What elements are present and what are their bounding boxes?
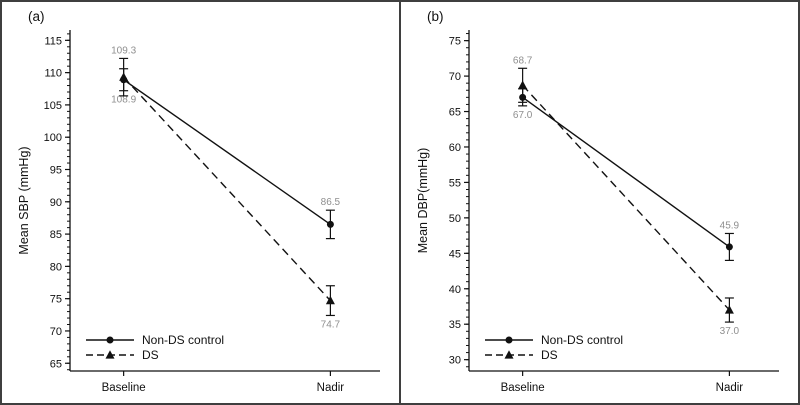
- y-tick-label: 60: [449, 142, 461, 154]
- legend-marker-circle: [106, 336, 114, 344]
- panel-divider: [399, 2, 401, 403]
- data-label: 74.7: [321, 319, 341, 330]
- panel-a-label: (a): [28, 9, 45, 24]
- y-tick-label: 100: [44, 132, 62, 144]
- y-tick-label: 30: [449, 355, 461, 367]
- chart-a: 65 70 75 80 85 90 95 100 105 110 115 Baseline Nadir M…: [17, 30, 380, 394]
- series-line-non-ds: [123, 79, 331, 225]
- x-tick-label: Nadir: [317, 382, 345, 394]
- data-label: 67.0: [513, 110, 533, 121]
- marker-circle: [725, 243, 733, 251]
- y-tick-label: 35: [449, 319, 461, 331]
- y-tick-label: 55: [449, 177, 461, 189]
- y-tick-label: 75: [449, 36, 461, 48]
- y-tick-label: 40: [449, 284, 461, 296]
- y-tick-label: 90: [50, 197, 62, 209]
- legend-marker-circle: [505, 336, 513, 344]
- y-tick-label: 105: [44, 100, 62, 112]
- chart-b: 30 35 40 45 50 55 60 65 70 75 Baseline Nadir Mean DB…: [416, 30, 779, 394]
- legend-label: DS: [541, 348, 558, 362]
- panel-b: (b) 30 35 40 45 50 55 60 65 70 75 Baseline Nadir Mea…: [401, 2, 798, 403]
- y-tick-label: 65: [449, 107, 461, 119]
- data-label: 37.0: [720, 326, 740, 337]
- panel-a: (a) 65 70 75 80 85 90 95 100 105 110 115 Baseline Na…: [2, 2, 399, 403]
- legend-marker-triangle: [105, 350, 115, 359]
- y-tick-label: 45: [449, 248, 461, 260]
- series-line-ds: [522, 84, 730, 311]
- x-tick-label: Baseline: [102, 382, 146, 394]
- marker-circle: [326, 220, 334, 228]
- y-tick-label: 50: [449, 213, 461, 225]
- y-axis-title: Mean DBP(mmHg): [416, 148, 430, 254]
- legend-label: Non-DS control: [541, 333, 623, 347]
- y-tick-label: 70: [50, 326, 62, 338]
- y-tick-label: 85: [50, 229, 62, 241]
- y-tick-label: 70: [449, 71, 461, 83]
- marker-triangle: [325, 295, 335, 305]
- series-line-ds: [123, 76, 331, 302]
- data-label: 109.3: [111, 45, 136, 56]
- legend-marker-triangle: [504, 350, 514, 359]
- y-tick-label: 95: [50, 165, 62, 177]
- x-tick-label: Baseline: [501, 382, 545, 394]
- data-label: 86.5: [321, 197, 341, 208]
- y-axis-title: Mean SBP (mmHg): [17, 146, 31, 254]
- y-tick-label: 110: [44, 68, 62, 80]
- y-tick-label: 115: [44, 35, 62, 47]
- marker-triangle: [119, 72, 129, 81]
- marker-triangle: [724, 305, 734, 314]
- marker-triangle: [518, 80, 528, 89]
- x-tick-label: Nadir: [716, 382, 744, 394]
- y-tick-label: 65: [50, 358, 62, 370]
- legend-label: DS: [142, 348, 159, 362]
- panel-b-label: (b): [427, 9, 444, 24]
- legend-label: Non-DS control: [142, 333, 224, 347]
- data-label: 68.7: [513, 55, 533, 66]
- y-tick-label: 75: [50, 294, 62, 306]
- y-tick-label: 80: [50, 261, 62, 273]
- series-line-non-ds: [522, 96, 730, 248]
- data-label: 45.9: [720, 220, 740, 231]
- data-label: 108.9: [111, 95, 136, 106]
